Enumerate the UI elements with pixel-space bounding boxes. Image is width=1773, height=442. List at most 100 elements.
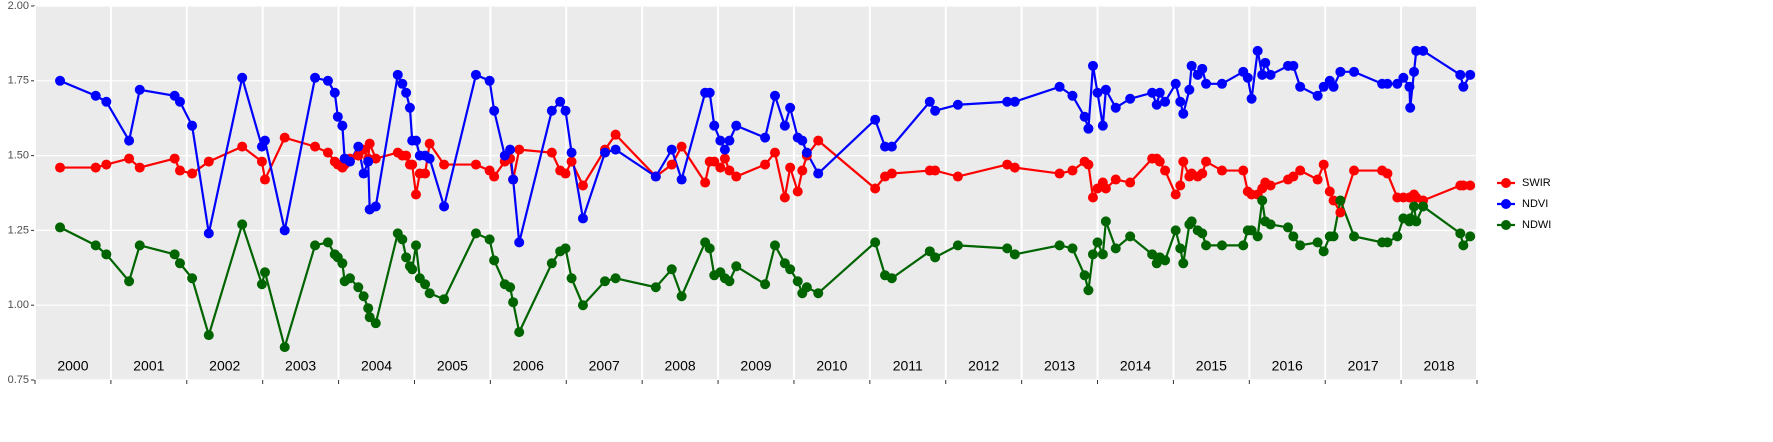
data-point bbox=[1125, 177, 1136, 188]
data-point bbox=[134, 162, 145, 173]
data-point bbox=[1154, 87, 1165, 98]
data-point bbox=[407, 159, 418, 170]
data-point bbox=[279, 225, 290, 236]
data-point bbox=[470, 69, 481, 80]
data-point bbox=[813, 168, 824, 179]
data-point bbox=[322, 237, 333, 248]
data-point bbox=[169, 153, 180, 164]
data-point bbox=[813, 135, 824, 146]
data-point bbox=[924, 96, 935, 107]
data-point bbox=[1252, 231, 1263, 242]
data-point bbox=[259, 267, 270, 278]
x-tick-label: 2008 bbox=[665, 358, 696, 374]
data-point bbox=[1079, 270, 1090, 281]
data-point bbox=[1175, 180, 1186, 191]
data-point bbox=[797, 135, 808, 146]
data-point bbox=[392, 69, 403, 80]
x-tick-label: 2010 bbox=[816, 358, 847, 374]
data-point bbox=[886, 168, 897, 179]
data-point bbox=[1054, 240, 1065, 251]
data-point bbox=[337, 120, 348, 131]
data-point bbox=[560, 105, 571, 116]
data-point bbox=[731, 171, 742, 182]
data-point bbox=[203, 228, 214, 239]
data-point bbox=[1079, 111, 1090, 122]
data-point bbox=[310, 72, 321, 83]
data-point bbox=[363, 156, 374, 167]
data-point bbox=[134, 84, 145, 95]
data-point bbox=[880, 141, 891, 152]
data-point bbox=[1154, 156, 1165, 167]
data-point bbox=[1087, 60, 1098, 71]
data-point bbox=[420, 279, 431, 290]
x-tick-label: 2013 bbox=[1044, 358, 1075, 374]
data-point bbox=[566, 156, 577, 167]
data-point bbox=[1067, 243, 1078, 254]
data-point bbox=[1201, 240, 1212, 251]
data-point bbox=[203, 156, 214, 167]
data-point bbox=[666, 144, 677, 155]
data-point bbox=[401, 87, 412, 98]
data-point bbox=[1465, 69, 1476, 80]
data-point bbox=[1411, 45, 1422, 56]
data-point bbox=[1465, 180, 1476, 191]
data-point bbox=[55, 75, 66, 86]
data-point bbox=[401, 150, 412, 161]
data-point bbox=[560, 168, 571, 179]
data-point bbox=[439, 294, 450, 305]
data-point bbox=[237, 219, 248, 230]
data-point bbox=[1009, 162, 1020, 173]
y-tick-label: 0.75 bbox=[8, 374, 29, 386]
data-point bbox=[797, 165, 808, 176]
data-point bbox=[1318, 246, 1329, 257]
data-point bbox=[1398, 72, 1409, 83]
x-tick-label: 2015 bbox=[1196, 358, 1227, 374]
data-point bbox=[1312, 174, 1323, 185]
data-point bbox=[407, 264, 418, 275]
data-point bbox=[1097, 249, 1108, 260]
data-point bbox=[546, 147, 557, 158]
data-point bbox=[508, 174, 519, 185]
data-point bbox=[1087, 192, 1098, 203]
data-point bbox=[724, 165, 735, 176]
data-point bbox=[397, 234, 408, 245]
data-point bbox=[1201, 156, 1212, 167]
data-point bbox=[1175, 96, 1186, 107]
data-point bbox=[1009, 96, 1020, 107]
data-point bbox=[1178, 258, 1189, 269]
data-point bbox=[484, 75, 495, 86]
data-point bbox=[760, 279, 771, 290]
data-point bbox=[397, 78, 408, 89]
data-point bbox=[259, 135, 270, 146]
data-point bbox=[358, 168, 369, 179]
data-point bbox=[952, 99, 963, 110]
data-point bbox=[1002, 243, 1013, 254]
data-point bbox=[1092, 87, 1103, 98]
data-point bbox=[1404, 81, 1415, 92]
data-point bbox=[90, 90, 101, 101]
data-point bbox=[731, 261, 742, 272]
data-point bbox=[1097, 120, 1108, 131]
data-point bbox=[1458, 81, 1469, 92]
data-point bbox=[1335, 66, 1346, 77]
data-point bbox=[370, 318, 381, 329]
data-point bbox=[666, 264, 677, 275]
y-tick-label: 2.00 bbox=[8, 0, 29, 12]
data-point bbox=[952, 171, 963, 182]
data-point bbox=[1409, 201, 1420, 212]
data-point bbox=[1458, 240, 1469, 251]
data-point bbox=[715, 135, 726, 146]
data-point bbox=[1382, 168, 1393, 179]
data-point bbox=[1318, 159, 1329, 170]
data-point bbox=[577, 213, 588, 224]
data-point bbox=[1083, 123, 1094, 134]
data-point bbox=[1125, 231, 1136, 242]
data-point bbox=[785, 102, 796, 113]
data-point bbox=[724, 135, 735, 146]
data-point bbox=[1324, 186, 1335, 197]
data-point bbox=[599, 276, 610, 287]
data-point bbox=[1216, 165, 1227, 176]
data-point bbox=[259, 174, 270, 185]
data-point bbox=[1382, 237, 1393, 248]
data-point bbox=[364, 138, 375, 149]
